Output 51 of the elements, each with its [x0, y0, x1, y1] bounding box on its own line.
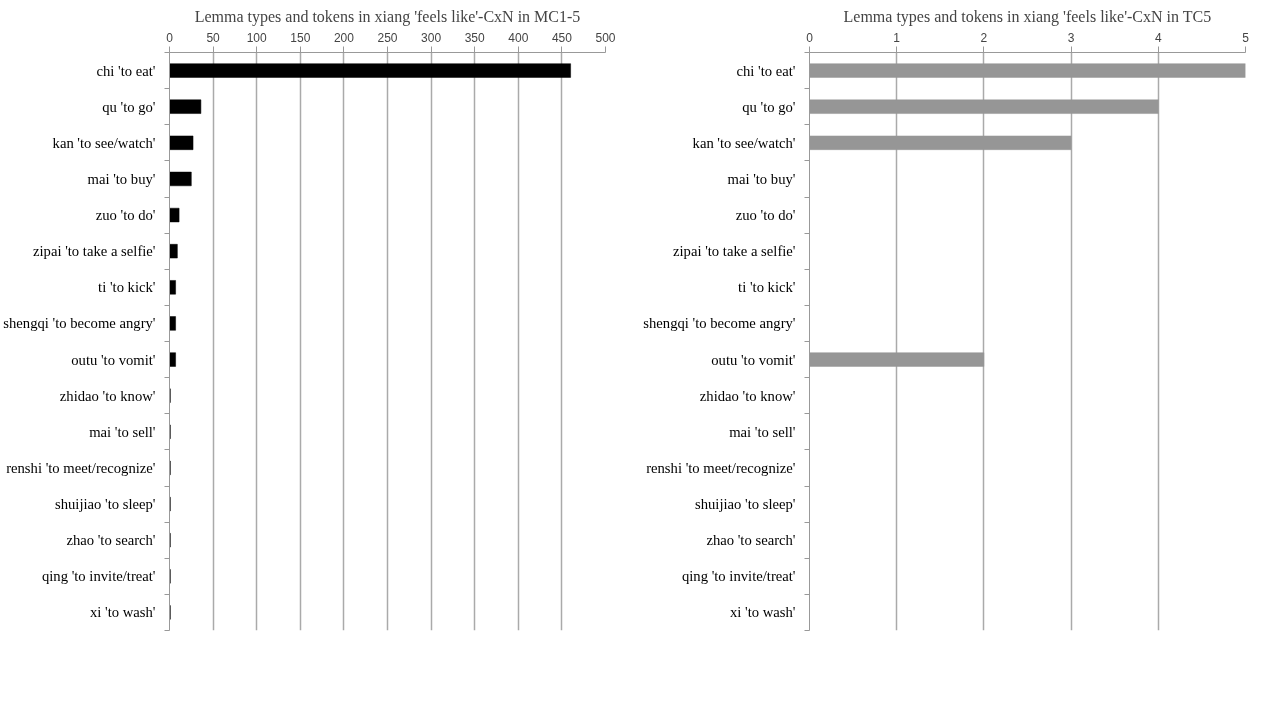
y-tick-label: chi 'to eat': [96, 62, 156, 79]
x-tick-label: 300: [421, 30, 442, 45]
x-tick-label: 50: [206, 30, 221, 45]
y-tick-label: zhao 'to search': [66, 532, 156, 549]
y-tick-label: mai 'to sell': [729, 423, 796, 440]
y-tick-label: xi 'to wash': [89, 604, 156, 621]
y-tick-label: mai 'to buy': [87, 170, 156, 187]
x-tick-label: 5: [1242, 30, 1250, 45]
y-tick-label: shengqi 'to become angry': [3, 315, 156, 332]
y-tick-label: qing 'to invite/treat': [41, 568, 156, 585]
y-tick-label: zhidao 'to know': [699, 387, 796, 404]
chart-title: Lemma types and tokens in xiang 'feels like'-CxN in MC1-5: [194, 7, 581, 26]
y-tick-label: kan 'to see/watch': [52, 134, 156, 151]
x-tick-label: 200: [333, 30, 355, 45]
y-tick-label: zipai 'to take a selfie': [33, 243, 156, 260]
y-tick-label: zuo 'to do': [735, 207, 796, 224]
x-tick-label: 3: [1067, 30, 1075, 45]
y-tick-label: zhao 'to search': [706, 532, 796, 549]
y-tick-label: mai 'to sell': [89, 423, 156, 440]
y-tick-label: ti 'to kick': [738, 279, 796, 296]
x-tick-label: 350: [464, 30, 486, 45]
x-tick-label: 4: [1154, 30, 1162, 45]
x-tick-label: 2: [980, 30, 988, 45]
x-tick-label: 0: [806, 30, 814, 45]
x-tick-label: 1: [893, 30, 901, 45]
y-tick-label: shuijiao 'to sleep': [694, 496, 796, 513]
y-tick-label: qing 'to invite/treat': [681, 568, 796, 585]
y-tick-label: qu 'to go': [742, 98, 796, 115]
y-tick-label: xi 'to wash': [729, 604, 796, 621]
y-tick-label: zuo 'to do': [95, 207, 156, 224]
chart-title: Lemma types and tokens in xiang 'feels like'-CxN in TC5: [843, 7, 1212, 26]
x-tick-label: 250: [377, 30, 398, 45]
x-tick-label: 150: [290, 30, 311, 45]
x-tick-label: 450: [551, 30, 573, 45]
y-tick-label: shuijiao 'to sleep': [54, 496, 156, 513]
x-tick-label: 500: [595, 30, 616, 45]
y-tick-label: renshi 'to meet/recognize': [6, 459, 156, 476]
x-tick-label: 400: [508, 30, 529, 45]
y-tick-label: mai 'to buy': [727, 170, 796, 187]
y-tick-label: outu 'to vomit': [71, 351, 156, 368]
x-tick-label: 0: [166, 30, 174, 45]
y-tick-label: qu 'to go': [102, 98, 156, 115]
y-tick-label: kan 'to see/watch': [692, 134, 796, 151]
y-tick-label: zhidao 'to know': [59, 387, 156, 404]
y-tick-label: ti 'to kick': [98, 279, 156, 296]
y-tick-label: renshi 'to meet/recognize': [646, 459, 796, 476]
y-tick-label: shengqi 'to become angry': [643, 315, 796, 332]
x-tick-label: 100: [246, 30, 268, 45]
y-tick-label: chi 'to eat': [736, 62, 796, 79]
y-tick-label: outu 'to vomit': [711, 351, 796, 368]
y-tick-label: zipai 'to take a selfie': [673, 243, 796, 260]
